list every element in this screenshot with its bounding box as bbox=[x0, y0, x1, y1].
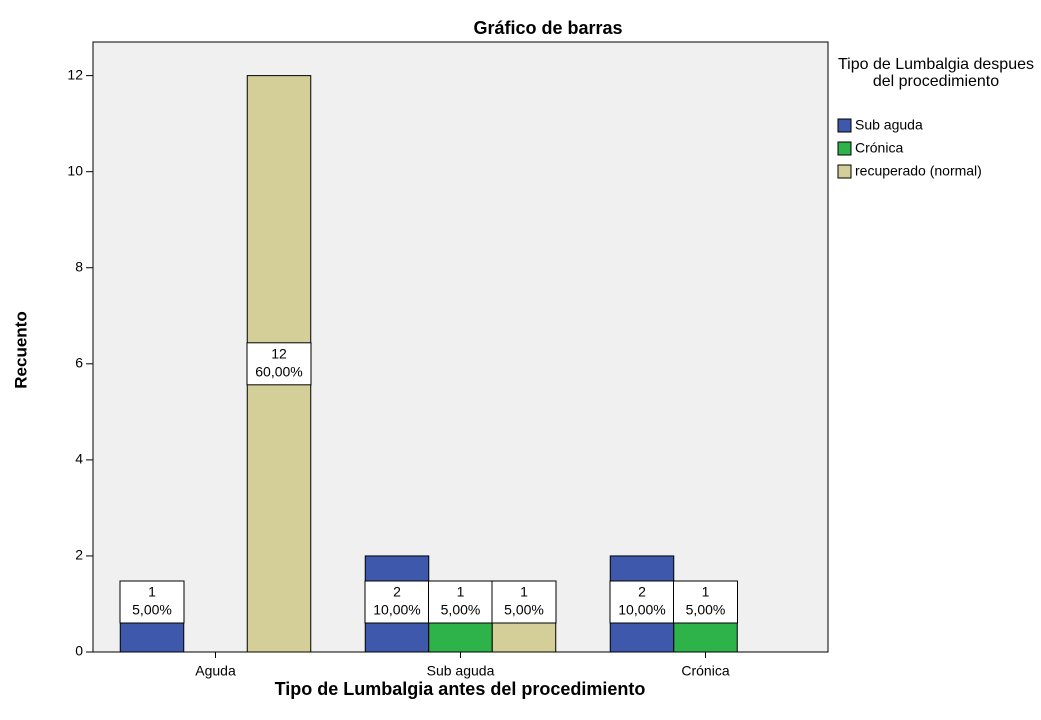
plot-area bbox=[92, 41, 829, 653]
data-label: 60,00% bbox=[255, 364, 302, 380]
data-label: 2 bbox=[638, 584, 646, 600]
data-label-box bbox=[491, 580, 557, 624]
y-tick-label: 2 bbox=[75, 547, 83, 563]
data-label: 5,00% bbox=[441, 602, 481, 618]
legend-swatch bbox=[837, 141, 852, 156]
y-tick-label: 6 bbox=[75, 355, 83, 371]
y-tick-label: 8 bbox=[75, 258, 83, 274]
data-label-box bbox=[673, 580, 738, 624]
chart-title: Gráfico de barras bbox=[473, 18, 622, 38]
data-label: 2 bbox=[393, 584, 401, 600]
data-label: 1 bbox=[702, 584, 710, 600]
legend-title: Tipo de Lumbalgia despues del procedimie… bbox=[838, 56, 1034, 90]
data-label-box bbox=[246, 342, 312, 386]
y-tick-label: 10 bbox=[67, 162, 83, 178]
legend-swatch bbox=[837, 164, 852, 179]
legend-label: Crónica bbox=[855, 140, 903, 156]
legend-label: Sub aguda bbox=[855, 117, 923, 133]
legend-swatch bbox=[837, 118, 852, 133]
y-axis-title: Recuento bbox=[11, 311, 30, 388]
data-label-box bbox=[428, 580, 493, 624]
y-tick-label: 4 bbox=[75, 451, 83, 467]
data-label: 1 bbox=[457, 584, 465, 600]
data-label: 1 bbox=[520, 584, 528, 600]
data-label: 1 bbox=[148, 584, 156, 600]
data-label: 10,00% bbox=[373, 602, 420, 618]
data-label-box bbox=[609, 580, 675, 624]
y-tick-label: 12 bbox=[67, 66, 83, 82]
data-label-box bbox=[364, 580, 430, 624]
data-label: 10,00% bbox=[618, 602, 665, 618]
x-tick-label: Aguda bbox=[195, 663, 236, 679]
legend-label: recuperado (normal) bbox=[855, 163, 982, 179]
x-axis-title: Tipo de Lumbalgia antes del procedimient… bbox=[275, 679, 646, 699]
y-tick-label: 0 bbox=[75, 643, 83, 659]
data-label: 5,00% bbox=[504, 602, 544, 618]
data-label: 5,00% bbox=[132, 602, 172, 618]
data-label: 12 bbox=[271, 346, 287, 362]
data-label: 5,00% bbox=[686, 602, 726, 618]
x-tick-label: Sub aguda bbox=[427, 663, 495, 679]
data-label-box bbox=[119, 580, 185, 624]
x-tick-label: Crónica bbox=[681, 663, 729, 679]
